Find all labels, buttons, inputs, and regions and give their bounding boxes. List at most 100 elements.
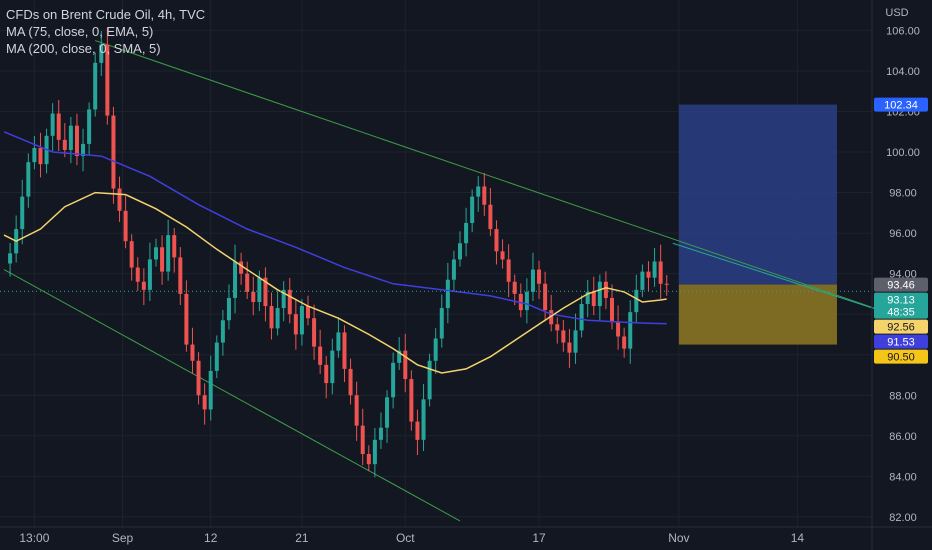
- candle-body: [330, 350, 335, 384]
- candle-body: [494, 229, 499, 252]
- candle-body: [312, 318, 317, 347]
- candle-body: [537, 269, 542, 284]
- candle-body: [8, 253, 13, 264]
- price-badge: [874, 292, 928, 319]
- channel-lower-line: [3, 269, 461, 522]
- sma200-legend[interactable]: MA (200, close, 0, SMA, 5): [6, 41, 161, 56]
- candle-body: [421, 399, 426, 440]
- candle-body: [500, 251, 505, 260]
- candle-body: [263, 277, 268, 307]
- candle-body: [269, 306, 274, 329]
- time-tick-label: 17: [532, 531, 546, 545]
- candle-body: [38, 147, 43, 165]
- candle-body: [20, 196, 25, 230]
- candle-body: [506, 259, 511, 282]
- candle-body: [427, 360, 432, 400]
- price-tick-label: 98.00: [889, 188, 917, 200]
- candle-body: [597, 281, 602, 307]
- price-tick-label: 86.00: [889, 431, 917, 443]
- candle-body: [87, 109, 92, 144]
- time-tick-label: Oct: [396, 531, 415, 545]
- candle-body: [202, 395, 207, 410]
- candle-body: [99, 44, 104, 63]
- candle-body: [634, 289, 639, 313]
- candle-body: [512, 281, 517, 294]
- candle-body: [561, 330, 566, 343]
- candle-body: [464, 222, 469, 244]
- price-badge: [874, 319, 928, 334]
- candle-body: [385, 397, 390, 428]
- candle-body: [616, 322, 621, 337]
- candle-body: [56, 113, 61, 140]
- candle-body: [26, 162, 31, 197]
- candle-body: [397, 350, 402, 363]
- candle-body: [62, 139, 67, 150]
- price-tick-label: 104.00: [886, 66, 920, 78]
- currency-label: USD: [885, 7, 908, 19]
- candle-body: [591, 291, 596, 307]
- candle-body: [366, 454, 371, 465]
- price-tick-label: 88.00: [889, 390, 917, 402]
- candle-body: [166, 235, 171, 272]
- time-tick-label: Sep: [112, 531, 134, 545]
- price-badge: [874, 277, 928, 292]
- candle-body: [318, 346, 323, 365]
- candle-body: [445, 279, 450, 309]
- candle-body: [342, 332, 347, 369]
- candle-body: [123, 210, 128, 242]
- candle-body: [628, 312, 633, 349]
- symbol-title[interactable]: CFDs on Brent Crude Oil, 4h, TVC: [6, 7, 206, 22]
- candle-body: [190, 344, 195, 361]
- candle-body: [336, 332, 341, 351]
- candle-body: [610, 297, 614, 323]
- stop-zone: [678, 284, 837, 345]
- candle-body: [117, 188, 122, 211]
- chart-legend: CFDs on Brent Crude Oil, 4h, TVC MA (75,…: [6, 6, 205, 57]
- candle-body: [409, 379, 414, 422]
- candle-body: [226, 297, 231, 321]
- candle-body: [640, 271, 645, 290]
- candle-body: [524, 291, 529, 311]
- candle-body: [622, 336, 627, 349]
- candle-body: [178, 257, 183, 294]
- candle-body: [646, 271, 651, 278]
- candle-body: [488, 204, 493, 230]
- candle-body: [543, 283, 548, 311]
- candle-body: [251, 291, 256, 303]
- position-zones[interactable]: [678, 104, 837, 345]
- candle-body: [135, 267, 140, 282]
- candle-body: [111, 115, 116, 189]
- candle-body: [567, 342, 572, 353]
- time-tick-label: Nov: [668, 531, 689, 545]
- time-tick-label: 14: [791, 531, 805, 545]
- candle-body: [458, 243, 462, 260]
- candles: [8, 27, 669, 478]
- price-badge: [874, 349, 928, 364]
- channel-mid-line: [672, 242, 904, 319]
- candle-body: [585, 291, 590, 305]
- candle-body: [664, 283, 669, 285]
- candle-body: [105, 44, 110, 116]
- candle-body: [476, 186, 481, 197]
- candle-body: [324, 364, 329, 384]
- price-tick-label: 96.00: [889, 228, 917, 240]
- ema75-legend[interactable]: MA (75, close, 0, EMA, 5): [6, 24, 154, 39]
- candle-body: [32, 147, 37, 163]
- time-axis[interactable]: 13:00 Sep 12 21 Oct 17 Nov 14: [0, 526, 932, 545]
- candle-body: [160, 247, 165, 272]
- countdown-label: 48:35: [887, 307, 915, 319]
- candle-body: [81, 143, 86, 157]
- candle-body: [555, 324, 560, 331]
- sma200-line: [3, 131, 667, 325]
- candle-body: [233, 261, 238, 298]
- candle-body: [354, 395, 359, 426]
- channel-lines[interactable]: [3, 40, 905, 522]
- candle-body: [378, 427, 383, 440]
- candle-body: [652, 261, 657, 278]
- time-tick-label: 21: [295, 531, 309, 545]
- candle-body: [141, 281, 146, 290]
- candle-body: [470, 196, 475, 223]
- price-tick-label: 84.00: [889, 471, 917, 483]
